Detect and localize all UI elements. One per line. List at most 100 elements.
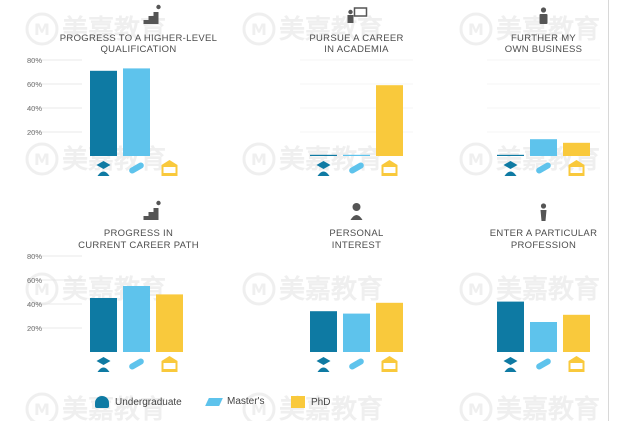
watermark-logo-letter: M bbox=[251, 20, 267, 39]
graduate-body bbox=[317, 171, 330, 176]
professional-body bbox=[540, 210, 547, 221]
diploma-icon bbox=[536, 162, 551, 174]
legend-label-undergraduate: Undergraduate bbox=[115, 396, 182, 408]
bar bbox=[310, 311, 337, 352]
climbing-stairs-icon bbox=[143, 208, 159, 220]
lecturer-body bbox=[347, 15, 354, 23]
bar bbox=[563, 314, 590, 352]
y-tick-label: 40% bbox=[27, 104, 42, 113]
professional-icon bbox=[540, 203, 547, 209]
watermark-logo-letter: M bbox=[468, 400, 484, 419]
bar bbox=[310, 154, 337, 156]
bar bbox=[123, 286, 150, 352]
bar bbox=[90, 70, 117, 156]
institution-icon bbox=[161, 160, 178, 165]
watermark-logo bbox=[25, 12, 59, 46]
y-tick-label: 80% bbox=[27, 252, 42, 261]
chart-title: INTEREST bbox=[332, 240, 381, 251]
diploma-icon bbox=[349, 162, 364, 174]
watermark: M 美嘉教育 bbox=[242, 12, 383, 46]
institution-icon bbox=[568, 356, 585, 361]
bar bbox=[376, 302, 403, 352]
watermark-logo-letter: M bbox=[34, 400, 50, 419]
institution-icon bbox=[568, 160, 585, 165]
legend-item-masters: Master's bbox=[205, 396, 264, 407]
watermark-text: 美嘉教育 bbox=[279, 274, 383, 305]
legend-item-phd: PhD bbox=[291, 396, 330, 408]
graduate-body bbox=[317, 367, 330, 372]
institution-icon bbox=[381, 356, 398, 361]
bar bbox=[123, 68, 150, 156]
chart-title: PROGRESS TO A HIGHER-LEVEL bbox=[60, 33, 217, 44]
idea-person-body bbox=[350, 215, 363, 220]
institution-columns bbox=[381, 165, 398, 175]
watermark-logo-letter: M bbox=[34, 150, 50, 169]
chart-title: QUALIFICATION bbox=[100, 44, 176, 55]
bar bbox=[497, 301, 524, 352]
watermark-text: 美嘉教育 bbox=[279, 144, 383, 175]
watermark: M 美嘉教育 bbox=[459, 392, 600, 421]
chart-title: PERSONAL bbox=[329, 228, 383, 239]
watermark-logo bbox=[459, 142, 493, 176]
watermark-logo bbox=[459, 12, 493, 46]
legend: Undergraduate Master's PhD bbox=[95, 396, 495, 416]
diploma-icon bbox=[536, 358, 551, 370]
graduate-icon bbox=[503, 161, 518, 169]
institution-icon bbox=[291, 396, 305, 408]
watermark-logo bbox=[459, 272, 493, 306]
watermark-text: 美嘉教育 bbox=[496, 274, 600, 305]
institution-base bbox=[161, 370, 178, 372]
institution-base bbox=[381, 174, 398, 176]
watermark: M 美嘉教育 bbox=[459, 12, 600, 46]
bar bbox=[343, 154, 370, 156]
lecturer-icon bbox=[353, 7, 368, 17]
watermark-logo-letter: M bbox=[34, 20, 50, 39]
institution-base bbox=[568, 370, 585, 372]
watermark-logo bbox=[242, 272, 276, 306]
institution-columns bbox=[161, 361, 178, 371]
watermark: M 美嘉教育 bbox=[25, 392, 166, 421]
institution-icon bbox=[161, 356, 178, 361]
watermark-logo-letter: M bbox=[468, 280, 484, 299]
graduate-icon bbox=[503, 357, 518, 365]
institution-base bbox=[381, 370, 398, 372]
watermark: M 美嘉教育 bbox=[242, 272, 383, 306]
y-tick-label: 80% bbox=[27, 56, 42, 65]
chart-title: OWN BUSINESS bbox=[505, 44, 583, 55]
businessman-icon bbox=[540, 7, 547, 13]
watermark-text: 美嘉教育 bbox=[62, 394, 166, 421]
watermark-logo bbox=[242, 142, 276, 176]
watermark-logo-letter: M bbox=[468, 150, 484, 169]
watermark-logo bbox=[25, 392, 59, 421]
graduate-icon bbox=[96, 357, 111, 365]
graduate-icon bbox=[96, 161, 111, 169]
y-tick-label: 20% bbox=[27, 128, 42, 137]
watermark-logo-letter: M bbox=[468, 20, 484, 39]
chart-title: PROGRESS IN bbox=[104, 228, 173, 239]
graduate-icon bbox=[316, 357, 331, 365]
institution-icon bbox=[381, 160, 398, 165]
bar bbox=[343, 313, 370, 352]
diploma-icon bbox=[129, 358, 144, 370]
watermark: M 美嘉教育 bbox=[459, 272, 600, 306]
businessman-body bbox=[539, 14, 548, 24]
watermark-text: 美嘉教育 bbox=[496, 14, 600, 45]
watermark-logo bbox=[459, 392, 493, 421]
institution-columns bbox=[381, 361, 398, 371]
bar bbox=[497, 154, 524, 156]
watermark-logo bbox=[242, 12, 276, 46]
watermark-logo-letter: M bbox=[251, 150, 267, 169]
y-tick-label: 60% bbox=[27, 276, 42, 285]
bar bbox=[156, 294, 183, 352]
graduate-body bbox=[504, 367, 517, 372]
chart-title: FURTHER MY bbox=[511, 33, 576, 44]
bar bbox=[563, 142, 590, 156]
institution-columns bbox=[568, 361, 585, 371]
watermark-logo bbox=[25, 142, 59, 176]
diploma-icon bbox=[129, 162, 144, 174]
